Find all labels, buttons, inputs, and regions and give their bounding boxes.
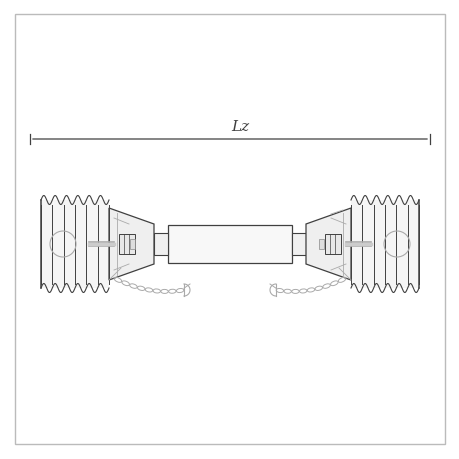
Bar bbox=[291, 234, 305, 256]
Bar bbox=[325, 235, 340, 254]
Bar bbox=[154, 234, 168, 256]
Bar bbox=[130, 240, 134, 249]
Text: Lz: Lz bbox=[230, 120, 248, 134]
Bar bbox=[41, 201, 109, 288]
Bar bbox=[318, 240, 323, 249]
Bar bbox=[168, 225, 291, 263]
Bar bbox=[350, 201, 418, 288]
Bar bbox=[119, 235, 134, 254]
Polygon shape bbox=[305, 208, 350, 280]
Polygon shape bbox=[109, 208, 154, 280]
